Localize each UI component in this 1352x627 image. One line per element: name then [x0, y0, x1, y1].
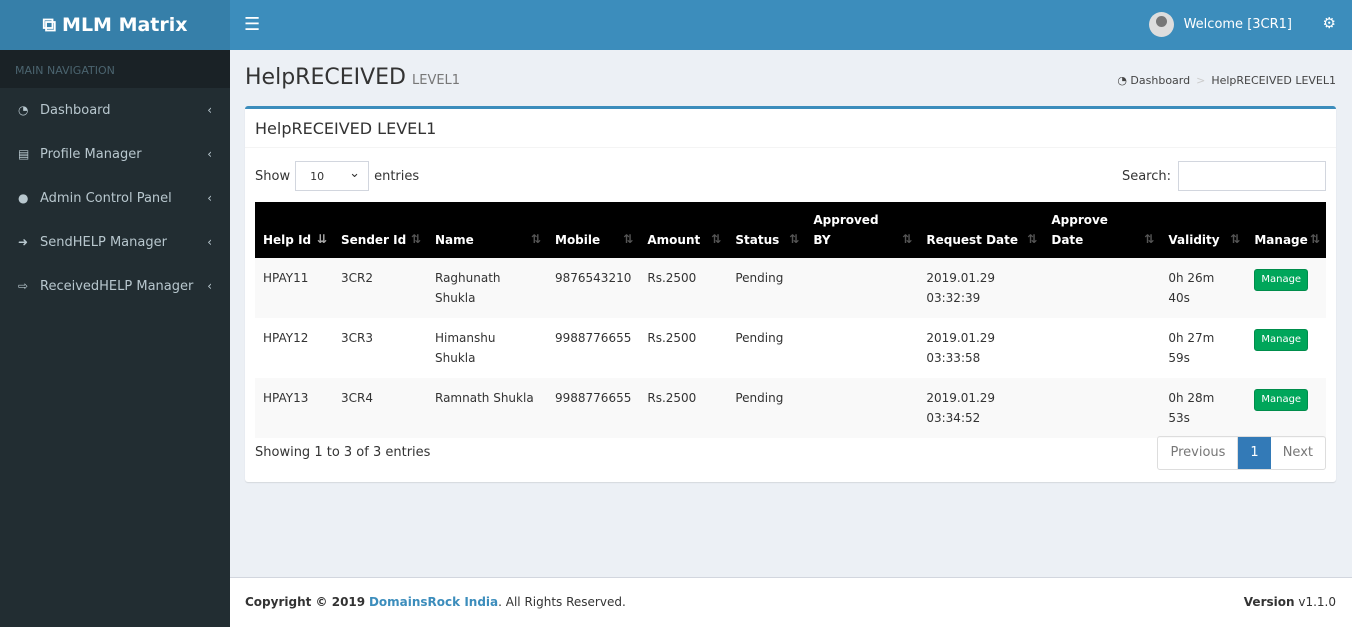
sort-icon: ⇅: [530, 232, 541, 246]
chevron-left-icon: ‹: [207, 235, 212, 249]
col-mobile[interactable]: Mobile ⇅: [547, 202, 640, 258]
table-row: HPAY11 3CR2 Raghunath Shukla 9876543210 Rs.2…: [255, 258, 1326, 318]
sort-icon: ⇅: [1144, 232, 1155, 246]
col-manage[interactable]: Manage ⇅: [1246, 202, 1326, 258]
sort-icon: ⇅: [789, 232, 800, 246]
sidebar-item-admin-control-panel[interactable]: ● Admin Control Panel ‹: [18, 190, 212, 206]
sidebar-item-profile-manager[interactable]: ▤ Profile Manager ‹: [18, 146, 212, 162]
sort-icon: ⇅: [711, 232, 722, 246]
table-row: HPAY12 3CR3 Himanshu Shukla 9988776655 Rs.25…: [255, 318, 1326, 378]
sitemap-icon: ⧉: [42, 14, 57, 36]
menu-toggle-icon[interactable]: ☰: [244, 14, 261, 35]
manage-button[interactable]: Manage: [1254, 389, 1309, 411]
col-status[interactable]: Status ⇅: [727, 202, 806, 258]
page-title: HelpRECEIVED LEVEL1: [245, 65, 461, 90]
breadcrumb-current: HelpRECEIVED LEVEL1: [1211, 74, 1336, 87]
sign-out-icon: ⇨: [18, 279, 29, 293]
help-received-box: HelpRECEIVED LEVEL1 Show10entries Search…: [245, 106, 1336, 482]
breadcrumb: ◔ Dashboard > HelpRECEIVED LEVEL1: [1117, 74, 1336, 87]
manage-button[interactable]: Manage: [1254, 329, 1309, 351]
col-name[interactable]: Name ⇅: [427, 202, 547, 258]
col-amount[interactable]: Amount ⇅: [639, 202, 728, 258]
avatar: [1148, 12, 1174, 37]
sort-icon: ⇅: [902, 232, 913, 246]
sort-icon: ⇅: [623, 232, 634, 246]
content: HelpRECEIVED LEVEL1 ◔ Dashboard > HelpRECEI…: [230, 50, 1352, 577]
pagination: Previous 1 Next: [1157, 436, 1326, 470]
entries-length: Show10entries: [255, 161, 419, 191]
chevron-left-icon: ‹: [207, 147, 212, 161]
user-icon: ●: [18, 191, 29, 205]
col-help-id[interactable]: Help Id ⇊: [255, 202, 333, 258]
user-menu[interactable]: Welcome [3CR1]: [1148, 12, 1292, 37]
col-approved-by[interactable]: Approved BY ⇅: [805, 202, 919, 258]
col-request-date[interactable]: Request Date ⇅: [918, 202, 1044, 258]
company-link[interactable]: DomainsRock India: [368, 595, 499, 609]
breadcrumb-dashboard[interactable]: Dashboard: [1130, 74, 1191, 87]
sort-icon: ⇅: [1230, 232, 1241, 246]
sort-asc-icon: ⇊: [316, 232, 327, 246]
page-1-button[interactable]: 1: [1238, 437, 1271, 469]
sign-in-icon: ➜: [18, 235, 29, 249]
version: Version v1.1.0: [1243, 595, 1336, 609]
top-navbar: ☰ Welcome [3CR1] ⚙: [230, 0, 1352, 50]
nav-header: MAIN NAVIGATION: [0, 50, 230, 88]
sidebar-item-sendhelp-manager[interactable]: ➜ SendHELP Manager ‹: [18, 234, 212, 250]
box-title: HelpRECEIVED LEVEL1: [245, 109, 1336, 148]
logo[interactable]: ⧉ MLM Matrix: [0, 0, 230, 50]
next-button[interactable]: Next: [1282, 445, 1313, 460]
sort-icon: ⇅: [410, 232, 421, 246]
search-input[interactable]: [1178, 161, 1326, 191]
page-subtitle: LEVEL1: [411, 73, 461, 88]
dashboard-icon: ◔: [1117, 74, 1131, 87]
manage-button[interactable]: Manage: [1254, 269, 1309, 291]
sort-icon: ⇅: [1027, 232, 1038, 246]
entries-select[interactable]: 10: [295, 161, 370, 191]
col-sender-id[interactable]: Sender Id ⇅: [333, 202, 427, 258]
table-info: Showing 1 to 3 of 3 entries: [255, 445, 431, 460]
chevron-left-icon: ‹: [207, 279, 212, 293]
footer: Copyright © 2019 DomainsRock India. All …: [230, 577, 1352, 627]
sidebar-item-receivedhelp-manager[interactable]: ⇨ ReceivedHELP Manager ‹: [18, 278, 212, 294]
sort-icon: ⇅: [1309, 232, 1320, 246]
search: Search:: [1122, 161, 1326, 191]
sidebar: MAIN NAVIGATION ◔ Dashboard ‹ ▤ Profile Man…: [0, 50, 230, 627]
col-validity[interactable]: Validity ⇅: [1160, 202, 1247, 258]
gears-icon[interactable]: ⚙: [1322, 14, 1336, 32]
sidebar-item-dashboard[interactable]: ◔ Dashboard ‹: [18, 102, 212, 118]
col-approve-date[interactable]: Approve Date ⇅: [1043, 202, 1161, 258]
dashboard-icon: ◔: [18, 103, 29, 117]
id-card-icon: ▤: [18, 147, 30, 161]
table-row: HPAY13 3CR4 Ramnath Shukla 9988776655 Rs.250…: [255, 378, 1326, 438]
chevron-left-icon: ‹: [207, 191, 212, 205]
help-table: Help Id ⇊ Sender Id ⇅ Name ⇅ Mobile ⇅ Amount…: [255, 202, 1326, 438]
previous-button[interactable]: Previous: [1158, 437, 1239, 469]
chevron-left-icon: ‹: [207, 103, 212, 117]
